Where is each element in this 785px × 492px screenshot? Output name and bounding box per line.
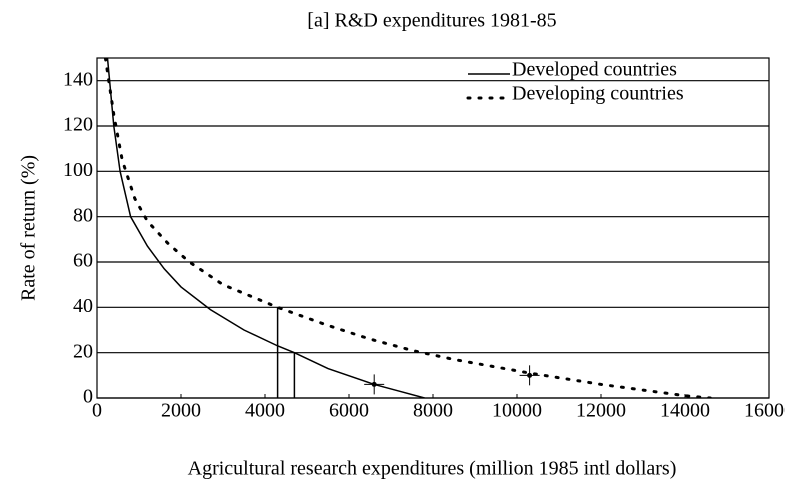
legend-label: Developed countries [512,59,677,81]
y-tick-label: 140 [63,68,93,90]
x-tick-label: 12000 [576,400,626,422]
y-tick-label: 80 [73,204,93,226]
line-series [106,58,425,398]
y-axis-label: Rate of return (%) [18,155,40,301]
y-tick-label: 120 [63,114,93,136]
x-tick-label: 4000 [245,400,285,422]
dot [527,372,533,378]
y-tick-label: 60 [73,250,93,272]
x-tick-label: 8000 [413,400,453,422]
x-tick-label: 10000 [492,400,542,422]
dot [371,381,377,387]
line-series [103,58,712,398]
x-tick-label: 0 [92,400,102,422]
chart-title: [a] R&D expenditures 1981-85 [307,10,556,32]
x-tick-label: 6000 [329,400,369,422]
x-axis-label: Agricultural research expenditures (mill… [188,458,677,480]
x-tick-label: 16000 [744,400,785,422]
x-tick-label: 14000 [660,400,710,422]
legend-label: Developing countries [512,83,684,105]
x-tick-label: 2000 [161,400,201,422]
y-tick-label: 100 [63,159,93,181]
point-marker [364,374,385,395]
y-tick-label: 0 [83,386,93,408]
y-tick-label: 20 [73,340,93,362]
point-marker [519,365,540,386]
y-tick-label: 40 [73,295,93,317]
plot-frame [96,57,770,399]
